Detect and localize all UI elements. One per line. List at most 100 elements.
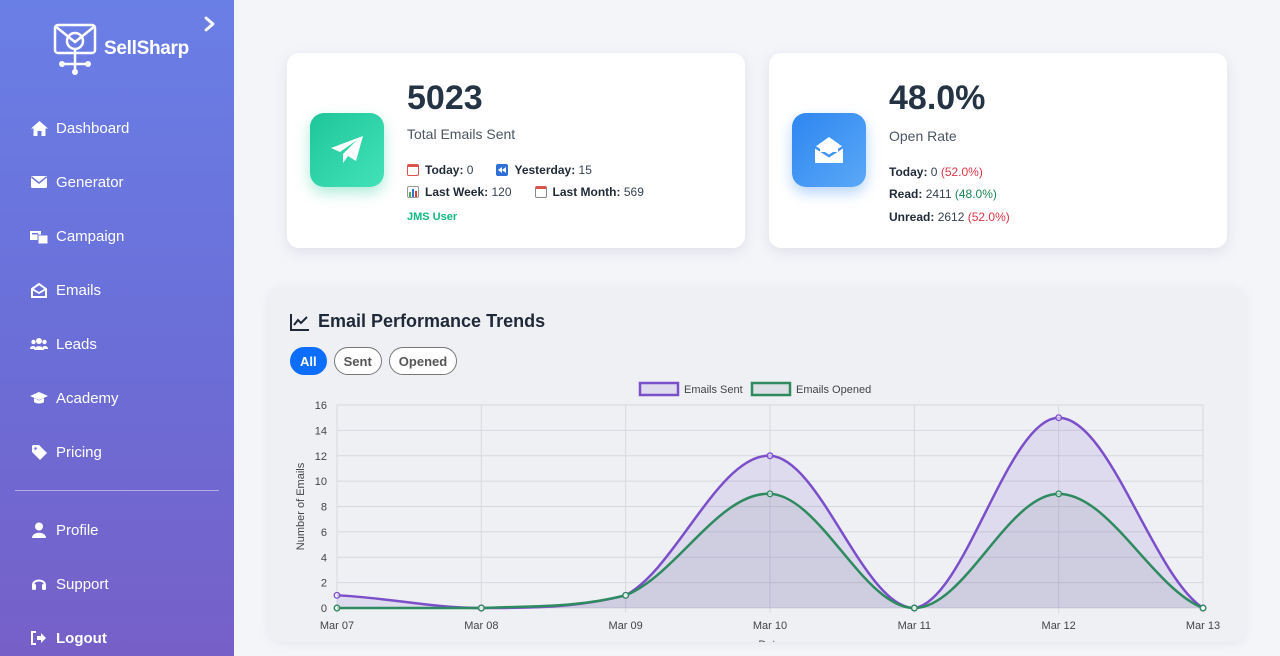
users-icon (30, 335, 48, 353)
y-tick-label: 8 (321, 502, 327, 514)
open-today-row: Today: 0 (52.0%) (889, 165, 983, 179)
stat-row-periodic: Last Week: 120 Last Month: 569 (407, 185, 644, 199)
series-emails-sent-point (766, 452, 774, 460)
sidebar-item-label: Profile (56, 521, 99, 539)
chevron-right-icon (204, 16, 215, 32)
bar-chart-icon (407, 186, 419, 198)
sidebar-item-support[interactable]: Support (30, 572, 109, 596)
headset-icon (30, 575, 48, 593)
sidebar-item-dashboard[interactable]: Dashboard (30, 116, 129, 140)
home-icon (30, 119, 48, 137)
unread-pct: (52.0%) (967, 210, 1010, 224)
read-pct: (48.0%) (954, 187, 997, 201)
brand-logo[interactable]: SellSharp (52, 22, 189, 76)
x-tick-label: Mar 13 (1186, 620, 1220, 632)
sidebar-item-academy[interactable]: Academy (30, 386, 119, 410)
user-icon (30, 521, 48, 539)
series-emails-opened-area (337, 493, 1203, 608)
sidebar-item-label: Leads (56, 335, 97, 353)
y-axis-label: Number of Emails (295, 462, 307, 550)
unread-row: Unread: 2612 (52.0%) (889, 210, 1010, 224)
sidebar-item-pricing[interactable]: Pricing (30, 440, 102, 464)
logo-icon (53, 23, 97, 75)
y-tick-label: 0 (321, 603, 327, 615)
series-emails-opened-point (333, 604, 341, 612)
envelope-open-icon (30, 281, 48, 299)
tag-icon (30, 443, 48, 461)
yesterday-label: Yesterday: (514, 163, 576, 177)
y-tick-label: 12 (315, 451, 327, 463)
calendar-month-icon (534, 186, 547, 198)
y-tick-label: 10 (315, 476, 327, 488)
last-month-label: Last Month: (552, 185, 621, 199)
sidebar-item-label: Emails (56, 281, 102, 299)
sidebar-item-logout[interactable]: Logout (30, 626, 107, 650)
paper-plane-icon (310, 113, 384, 187)
stat-row-daily: Today: 0 Yesterday: 15 (407, 163, 592, 177)
total-emails-sent-card: 5023 Total Emails Sent Today: 0 Yesterda… (287, 53, 745, 248)
x-tick-label: Mar 07 (320, 620, 354, 632)
envelope-open-icon (792, 113, 866, 187)
open-rate-card: 48.0% Open Rate Today: 0 (52.0%) Read: 2… (769, 53, 1227, 248)
x-tick-label: Mar 10 (753, 620, 787, 632)
sidebar-item-campaign[interactable]: Campaign (30, 224, 124, 248)
sidebar-divider (15, 490, 219, 491)
y-tick-label: 16 (315, 400, 327, 412)
x-tick-label: Mar 12 (1042, 620, 1076, 632)
panel-title: Email Performance Trends (290, 311, 545, 332)
performance-chart: 0 2 4 6 8 10 12 14 16 Mar 07 Mar 08 Mar 09 Mar 10 Mar… (295, 381, 1220, 642)
series-emails-sent-point (1055, 414, 1063, 422)
last-month-value: 569 (623, 185, 644, 199)
y-tick-label: 2 (321, 578, 327, 590)
series-emails-opened-point (1055, 490, 1063, 498)
legend-label: Emails Opened (796, 384, 871, 396)
series-emails-sent-point (333, 591, 341, 599)
y-tick-label: 14 (315, 425, 327, 437)
sidebar-item-emails[interactable]: Emails (30, 278, 101, 302)
y-tick-label: 4 (321, 552, 327, 564)
chart-filters: All Sent Opened (290, 347, 464, 375)
series-emails-opened-point (477, 604, 485, 612)
line-chart-icon (290, 313, 309, 331)
logout-icon (30, 629, 48, 647)
last-week-label: Last Week: (425, 185, 489, 199)
series-emails-sent-area (337, 417, 1203, 608)
sidebar-item-label: Academy (56, 389, 119, 407)
y-tick-label: 6 (321, 527, 327, 539)
last-week-value: 120 (491, 185, 512, 199)
open-today-label: Today: (889, 165, 928, 179)
open-today-pct: (52.0%) (940, 165, 983, 179)
filter-opened-button[interactable]: Opened (388, 347, 458, 375)
sidebar-item-label: Pricing (56, 443, 102, 461)
sidebar-item-generator[interactable]: Generator (30, 170, 124, 194)
brand-name: SellSharp (104, 38, 189, 59)
sidebar-item-leads[interactable]: Leads (30, 332, 97, 356)
sidebar-item-label: Campaign (56, 227, 125, 245)
filter-all-button[interactable]: All (290, 347, 327, 375)
envelope-icon (30, 173, 48, 191)
series-emails-opened-point (766, 490, 774, 498)
read-row: Read: 2411 (48.0%) (889, 187, 997, 201)
unread-value: 2612 (937, 210, 965, 224)
yesterday-value: 15 (578, 163, 592, 177)
open-today-value: 0 (930, 165, 938, 179)
sidebar: SellSharp Dashboard Generator Campaign E… (0, 0, 234, 656)
panel-title-text: Email Performance Trends (318, 311, 546, 331)
email-performance-panel: Email Performance Trends All Sent Opened… (268, 287, 1246, 642)
x-axis-label: Date (758, 639, 781, 642)
campaign-icon (30, 227, 48, 245)
sidebar-item-profile[interactable]: Profile (30, 518, 99, 542)
unread-label: Unread: (889, 210, 935, 224)
series-emails-opened-point (622, 591, 630, 599)
series-emails-opened-point (1199, 604, 1207, 612)
x-tick-label: Mar 09 (609, 620, 643, 632)
read-value: 2411 (925, 187, 952, 201)
calendar-icon (407, 164, 419, 176)
today-label: Today: (425, 163, 464, 177)
filter-sent-button[interactable]: Sent (333, 347, 382, 375)
rewind-icon (496, 164, 509, 176)
open-rate-value: 48.0% (889, 79, 986, 117)
open-rate-label: Open Rate (889, 128, 957, 144)
sidebar-toggle-button[interactable] (203, 14, 217, 39)
sidebar-item-label: Logout (56, 629, 107, 647)
